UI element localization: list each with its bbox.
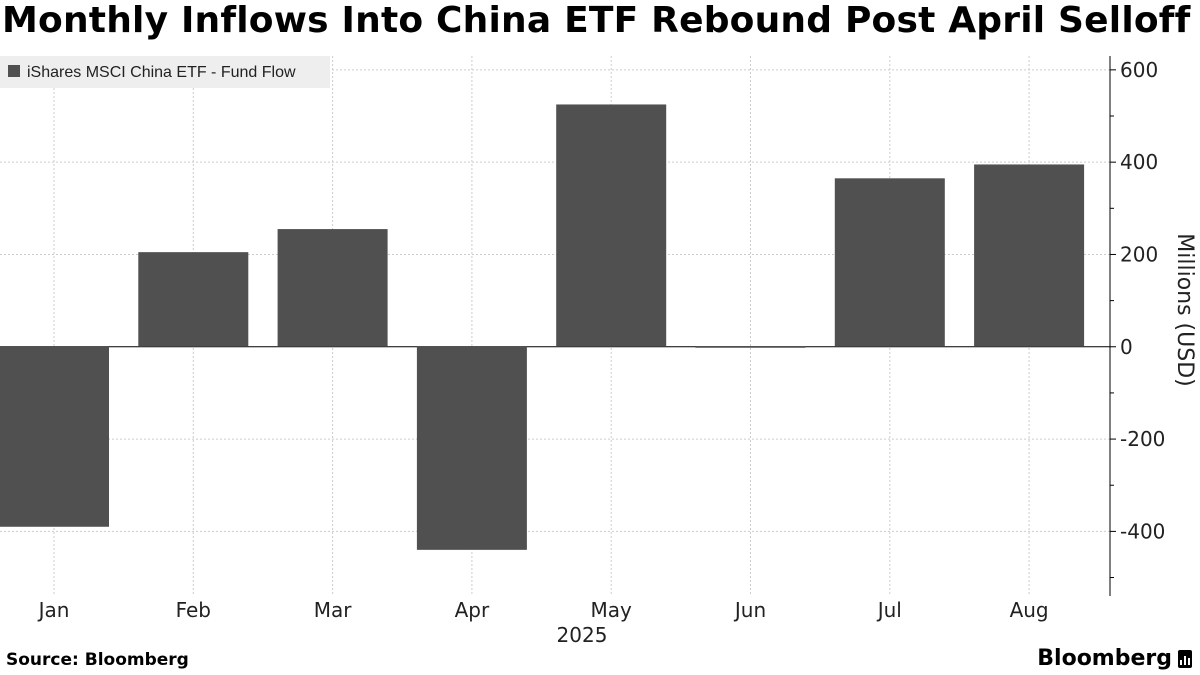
x-axis-labels: Jan Feb Mar Apr May Jun Jul Aug: [37, 598, 1049, 622]
x-tick-label: Jun: [733, 598, 766, 622]
y-tick-label: 600: [1120, 58, 1158, 82]
x-tick-label: Aug: [1010, 598, 1049, 622]
bar-apr: [416, 346, 527, 550]
x-tick-label: Jul: [876, 598, 902, 622]
y-axis-title: Millions (USD): [1172, 233, 1197, 386]
y-tick-label: 200: [1120, 242, 1158, 266]
x-tick-label: Apr: [455, 598, 490, 622]
y-tick-label: 0: [1120, 335, 1133, 359]
legend-background: [0, 56, 330, 88]
bar-aug: [974, 164, 1085, 347]
bar-may: [556, 104, 667, 347]
legend-swatch: [8, 65, 20, 77]
legend-label: iShares MSCI China ETF - Fund Flow: [27, 64, 296, 81]
brand-logo: Bloomberg: [1037, 646, 1192, 671]
x-tick-label: Feb: [176, 598, 211, 622]
y-tick-label: 400: [1120, 150, 1158, 174]
source-note: Source: Bloomberg: [6, 650, 189, 670]
bar-mar: [277, 229, 388, 347]
y-tick-label: -200: [1120, 427, 1165, 451]
bar-feb: [138, 252, 249, 347]
bar-jun: [695, 346, 806, 348]
bars: [0, 104, 1085, 550]
y-axis: 600 400 200 0 -200 -400: [1109, 56, 1165, 596]
y-tick-label: -400: [1120, 519, 1165, 543]
bar-jan: [0, 346, 109, 527]
x-tick-label: Mar: [314, 598, 353, 622]
bloomberg-terminal-icon: [1178, 649, 1192, 668]
bar-jul: [834, 178, 945, 347]
x-tick-label: Jan: [37, 598, 70, 622]
brand-wordmark: Bloomberg: [1037, 646, 1172, 671]
x-axis-year-label: 2025: [557, 623, 608, 647]
legend: iShares MSCI China ETF - Fund Flow: [0, 56, 330, 88]
x-tick-label: May: [591, 598, 633, 622]
chart-title: Monthly Inflows Into China ETF Rebound P…: [2, 0, 1191, 41]
